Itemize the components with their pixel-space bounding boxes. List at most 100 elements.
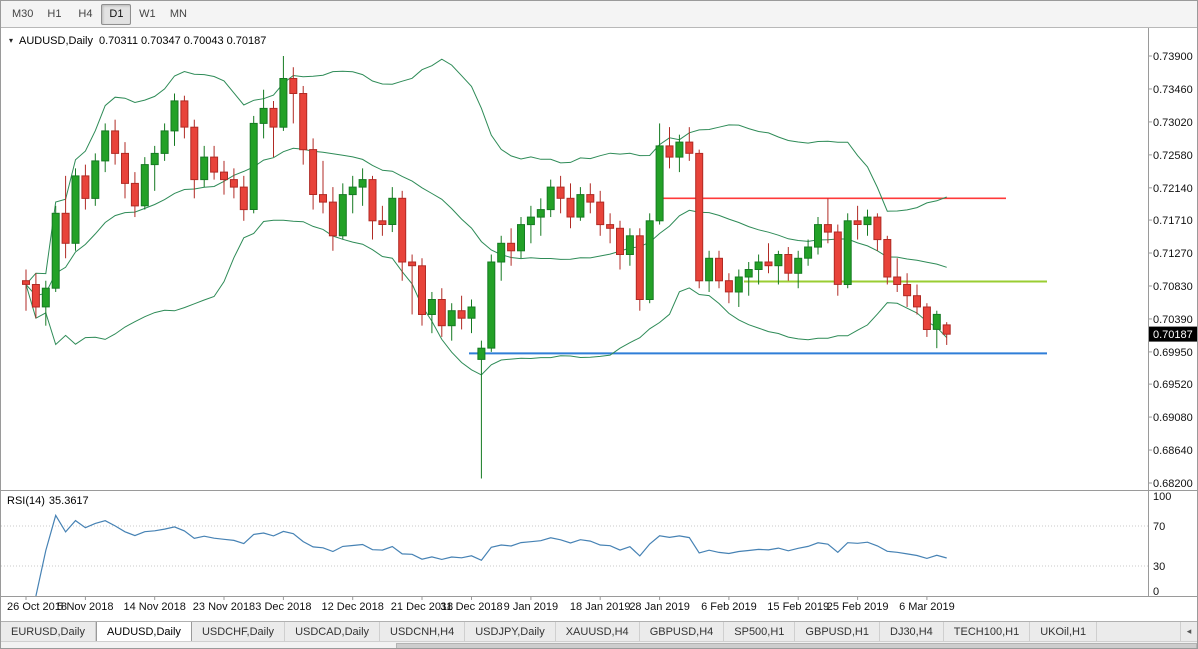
- svg-text:0.70830: 0.70830: [1153, 281, 1193, 293]
- horizontal-scrollbar[interactable]: [1, 641, 1197, 648]
- candle-body: [794, 257, 803, 274]
- candle-body: [289, 78, 298, 94]
- tab-usdjpy-daily[interactable]: USDJPY,Daily: [465, 622, 556, 641]
- candle-body: [140, 164, 149, 207]
- candle-body: [437, 299, 446, 327]
- tab-gbpusd-h4[interactable]: GBPUSD,H4: [639, 622, 725, 641]
- tab-ukoil-h1[interactable]: UKOil,H1: [1030, 622, 1098, 641]
- svg-text:0.71270: 0.71270: [1153, 248, 1193, 260]
- tab-usdchf-daily[interactable]: USDCHF,Daily: [191, 622, 286, 641]
- timeframe-button-m30[interactable]: M30: [7, 4, 38, 25]
- candle-body: [675, 141, 684, 158]
- candle-body: [913, 295, 921, 308]
- candle-body: [497, 242, 506, 263]
- price-axis: 0.73900 0.73460 0.73020 0.72580 0.72140 0.717…: [1148, 51, 1193, 490]
- tab-usdcad-daily[interactable]: USDCAD,Daily: [285, 622, 381, 641]
- candle-body: [853, 220, 862, 226]
- svg-text:6 Mar 2019: 6 Mar 2019: [899, 601, 955, 613]
- svg-text:15 Feb 2019: 15 Feb 2019: [767, 601, 829, 613]
- svg-text:0: 0: [1153, 586, 1159, 598]
- candle-body: [121, 152, 129, 184]
- timeframe-button-h1[interactable]: H1: [39, 4, 69, 25]
- candle-body: [160, 130, 169, 154]
- timeframe-button-mn[interactable]: MN: [163, 4, 193, 25]
- candle-body: [249, 122, 258, 210]
- candle-body: [616, 227, 624, 256]
- tab-xauusd-h4[interactable]: XAUUSD,H4: [555, 622, 640, 641]
- candle-body: [903, 284, 912, 297]
- tab-audusd-daily[interactable]: AUDUSD,Daily: [95, 622, 192, 641]
- candle-body: [893, 276, 902, 285]
- candle-body: [239, 186, 248, 211]
- svg-text:0.73900: 0.73900: [1153, 51, 1193, 63]
- timeframe-button-h4[interactable]: H4: [70, 4, 100, 25]
- tab-gbpusd-h1[interactable]: GBPUSD,H1: [795, 622, 880, 641]
- timeframe-button-d1[interactable]: D1: [101, 3, 132, 25]
- tab-tech100-h1[interactable]: TECH100,H1: [943, 622, 1031, 641]
- candle-body: [338, 194, 347, 237]
- svg-text:28 Jan 2019: 28 Jan 2019: [629, 601, 690, 613]
- svg-text:0.68640: 0.68640: [1153, 445, 1193, 457]
- timeframe-toolbar: M30 H1 H4 D1 W1 MN: [1, 1, 1197, 28]
- candle-body: [447, 310, 456, 327]
- rsi-line: [35, 513, 947, 596]
- candle-body: [418, 265, 426, 316]
- candle-body: [101, 130, 110, 162]
- trendlines: [469, 197, 1047, 355]
- candle-body: [695, 152, 704, 282]
- candle-body: [724, 280, 733, 293]
- candle-body: [556, 186, 565, 199]
- candle-body: [774, 254, 783, 267]
- svg-text:23 Nov 2018: 23 Nov 2018: [193, 601, 255, 613]
- candle-body: [734, 276, 743, 293]
- candle-body: [319, 194, 327, 203]
- candle-body: [517, 224, 525, 252]
- candle-body: [229, 179, 238, 188]
- candle-body: [200, 156, 209, 181]
- candle-body: [942, 324, 951, 335]
- candle-body: [190, 126, 199, 181]
- symbol-tabs: EURUSD,Daily AUDUSD,Daily USDCHF,Daily USDC…: [1, 621, 1197, 641]
- candle-body: [566, 197, 575, 218]
- candle-body: [863, 216, 872, 226]
- candle-body: [41, 287, 50, 308]
- candle-body: [536, 209, 545, 218]
- candle-body: [467, 306, 476, 319]
- svg-text:0.68200: 0.68200: [1153, 478, 1193, 490]
- candle-body: [220, 171, 228, 181]
- bollinger-lower-band: [25, 219, 948, 376]
- chart-canvas[interactable]: 0.73900 0.73460 0.73020 0.72580 0.72140 0.717…: [1, 28, 1198, 621]
- candle-body: [665, 145, 674, 158]
- scrollbar-thumb[interactable]: [395, 643, 1197, 648]
- tab-scroll-left-button[interactable]: ◂: [1180, 622, 1197, 641]
- candle-body: [259, 107, 268, 124]
- candle-body: [398, 197, 407, 263]
- svg-text:100: 100: [1153, 491, 1171, 503]
- candle-body: [576, 194, 585, 218]
- candle-body: [507, 242, 516, 252]
- tab-sp500-h1[interactable]: SP500,H1: [724, 622, 796, 641]
- bollinger-bands: [25, 58, 948, 376]
- svg-text:30: 30: [1153, 561, 1165, 573]
- tab-usdcnh-h4[interactable]: USDCNH,H4: [380, 622, 466, 641]
- candle-body: [111, 130, 120, 154]
- svg-text:31 Dec 2018: 31 Dec 2018: [440, 601, 502, 613]
- tab-dj30-h4[interactable]: DJ30,H4: [880, 622, 944, 641]
- svg-text:0.70390: 0.70390: [1153, 314, 1193, 326]
- rsi-levels: 100 70 30 0: [1, 491, 1171, 598]
- svg-text:0.70187: 0.70187: [1153, 329, 1193, 341]
- svg-text:18 Jan 2019: 18 Jan 2019: [570, 601, 631, 613]
- rsi-indicator: [35, 513, 947, 596]
- candle-body: [61, 212, 70, 244]
- svg-text:26 Oct 2018: 26 Oct 2018: [7, 601, 67, 613]
- svg-text:5 Nov 2018: 5 Nov 2018: [57, 601, 113, 613]
- candle-body: [130, 182, 139, 207]
- bollinger-upper-band: [25, 58, 947, 285]
- timeframe-button-w1[interactable]: W1: [132, 4, 162, 25]
- tab-eurusd-daily[interactable]: EURUSD,Daily: [1, 622, 96, 641]
- svg-text:0.73020: 0.73020: [1153, 117, 1193, 129]
- candle-body: [932, 313, 941, 330]
- candle-body: [705, 257, 714, 282]
- candle-body: [368, 179, 377, 222]
- candle-body: [843, 220, 852, 286]
